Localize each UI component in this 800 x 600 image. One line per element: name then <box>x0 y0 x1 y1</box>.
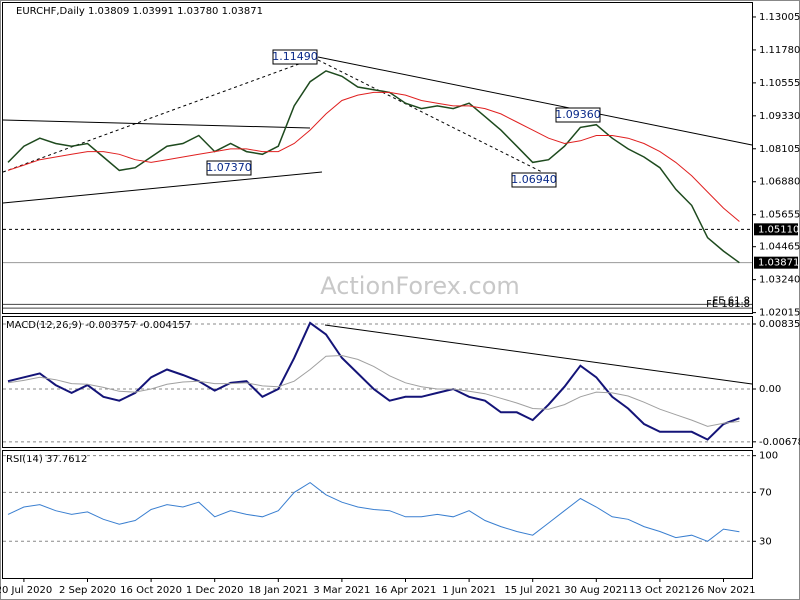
y-tick-label: 1.10555 <box>759 78 800 89</box>
x-tick-label: 1 Jun 2021 <box>442 585 496 596</box>
x-tick-label: 15 Jul 2021 <box>504 585 561 596</box>
x-tick-label: 16 Apr 2021 <box>375 585 437 596</box>
price-label-box <box>754 223 798 236</box>
y-tick-label: 1.02015 <box>759 308 800 319</box>
price-label-box <box>754 256 798 269</box>
x-tick-label: 26 Nov 2021 <box>691 585 755 596</box>
trendline <box>2 56 319 173</box>
annotation: 1.09360 <box>555 108 601 121</box>
rsi-pane <box>2 450 753 579</box>
fib-label: FE 61.8 <box>712 295 750 306</box>
pane-title: EURCHF,Daily 1.03809 1.03991 1.03780 1.0… <box>16 6 263 17</box>
y-tick-label: 70 <box>759 487 772 498</box>
x-tick-label: 20 Jul 2020 <box>0 585 52 596</box>
x-tick-label: 2 Sep 2020 <box>59 585 116 596</box>
trendline <box>2 171 323 204</box>
y-tick-label: 1.06880 <box>759 177 800 188</box>
y-tick-label: 1.05655 <box>759 210 800 221</box>
y-tick-label: 1.09330 <box>759 111 800 122</box>
annotation-box <box>272 49 318 65</box>
annotation-box <box>555 107 601 123</box>
y-tick-label: 30 <box>759 536 772 547</box>
trendline <box>317 56 753 146</box>
x-tick-label: 1 Dec 2020 <box>186 585 244 596</box>
series-line <box>7 70 740 264</box>
y-tick-label: 0.00 <box>759 384 781 395</box>
y-tick-label: 1.04465 <box>759 242 800 253</box>
trendline <box>2 119 311 129</box>
y-tick-label: 1.13005 <box>759 12 800 23</box>
pane-title: MACD(12,26,9) -0.003757 -0.004157 <box>6 320 191 331</box>
price-label: 1.05110 <box>758 224 799 235</box>
y-tick-label: 1.03240 <box>759 275 800 286</box>
y-tick-label: -0.006788 <box>759 437 800 448</box>
series-line <box>7 481 740 542</box>
annotation-box <box>206 160 252 176</box>
annotation-box <box>511 172 557 188</box>
annotation: 1.11490 <box>272 50 318 63</box>
y-tick-label: 1.11780 <box>759 45 800 56</box>
series-line <box>7 354 740 427</box>
pane-frames <box>2 2 753 579</box>
macd-pane <box>2 316 753 448</box>
trendlines <box>2 56 753 385</box>
x-tick-label: 30 Aug 2021 <box>564 585 628 596</box>
fib-label: FE 161.8 <box>706 299 750 310</box>
x-tick-label: 18 Jan 2021 <box>248 585 308 596</box>
price-pane <box>2 2 753 314</box>
annotation: 1.07370 <box>206 161 252 174</box>
pane-title: RSI(14) 37.7612 <box>6 454 87 465</box>
annotation: 1.06940 <box>511 173 557 186</box>
y-tick-label: 1.08105 <box>759 144 800 155</box>
watermark: ActionForex.com <box>320 272 520 300</box>
trendline <box>324 324 753 385</box>
y-tick-label: 100 <box>759 451 778 462</box>
series-line <box>7 91 740 222</box>
y-tick-label: 0.008353 <box>759 319 800 330</box>
series-line <box>7 321 740 441</box>
x-tick-label: 16 Oct 2020 <box>120 585 182 596</box>
price-label: 1.03871 <box>758 258 799 269</box>
x-tick-label: 3 Mar 2021 <box>313 585 370 596</box>
x-tick-label: 13 Oct 2021 <box>629 585 691 596</box>
